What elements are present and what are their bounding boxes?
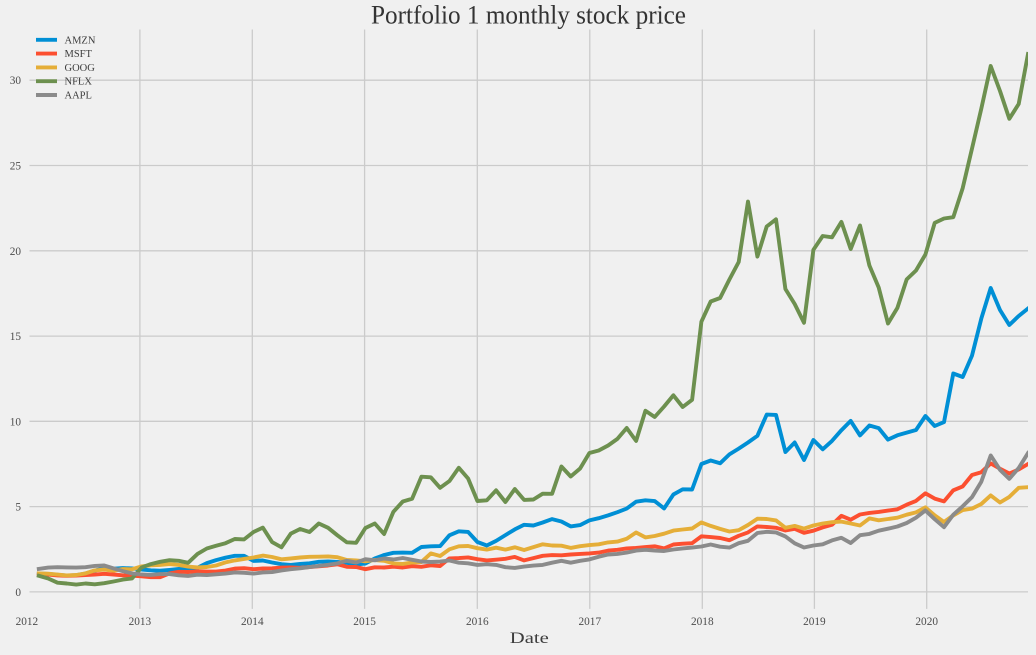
svg-text:GOOG: GOOG	[65, 63, 96, 74]
svg-text:2015: 2015	[353, 616, 376, 628]
svg-text:30: 30	[10, 75, 22, 87]
svg-text:5: 5	[15, 502, 21, 514]
svg-text:2014: 2014	[241, 616, 264, 628]
svg-text:NFLX: NFLX	[65, 77, 93, 88]
svg-text:2017: 2017	[579, 616, 602, 628]
svg-text:2013: 2013	[129, 616, 152, 628]
svg-text:Date: Date	[510, 630, 549, 647]
svg-text:10: 10	[10, 416, 22, 428]
svg-text:2012: 2012	[16, 616, 39, 628]
svg-text:AMZN: AMZN	[65, 35, 96, 46]
svg-text:15: 15	[10, 331, 22, 343]
svg-text:2018: 2018	[691, 616, 714, 628]
svg-text:2019: 2019	[803, 616, 826, 628]
svg-text:Portfolio 1 monthly stock pric: Portfolio 1 monthly stock price	[371, 1, 686, 30]
svg-text:AAPL: AAPL	[65, 91, 92, 102]
svg-text:2016: 2016	[466, 616, 489, 628]
svg-text:0: 0	[15, 587, 21, 599]
svg-text:20: 20	[10, 246, 22, 258]
svg-text:25: 25	[10, 161, 22, 173]
svg-text:MSFT: MSFT	[65, 49, 93, 60]
svg-text:2020: 2020	[915, 616, 938, 628]
